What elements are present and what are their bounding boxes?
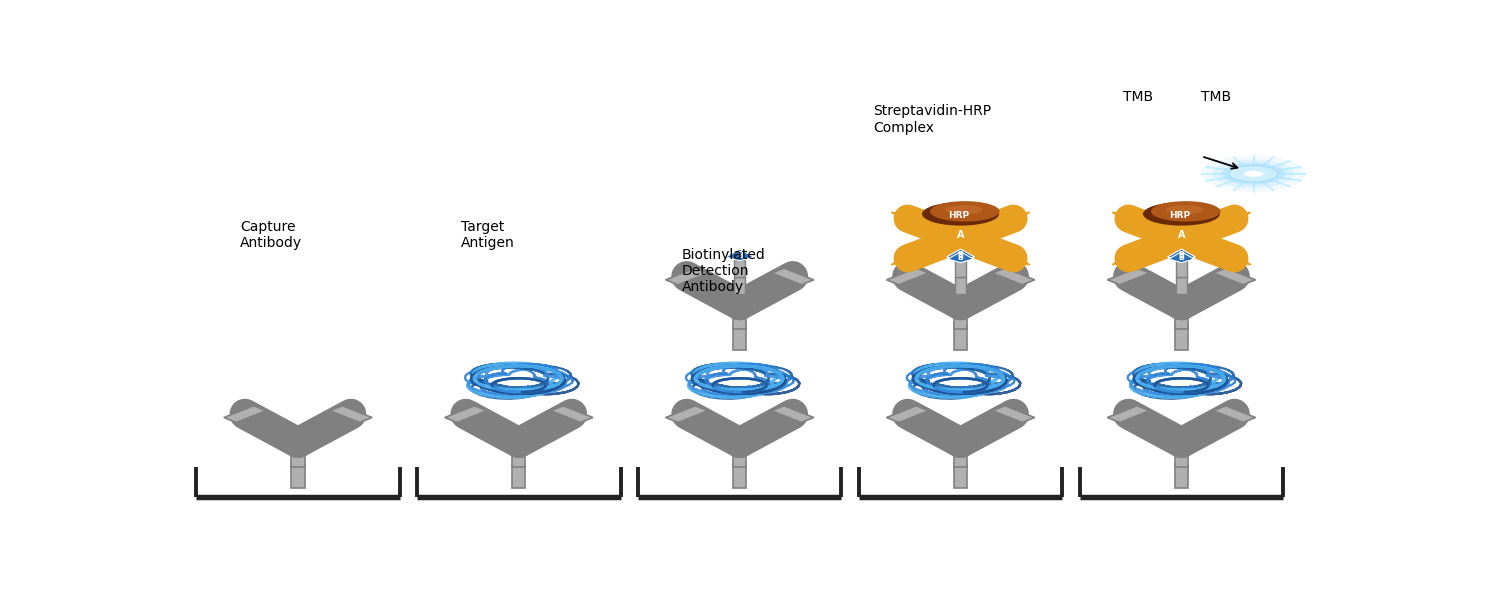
Ellipse shape	[1232, 166, 1276, 182]
Text: Target
Antigen: Target Antigen	[460, 220, 514, 250]
Bar	[224, 406, 266, 422]
Bar	[444, 406, 488, 422]
Polygon shape	[726, 249, 753, 261]
Bar	[734, 277, 746, 294]
Polygon shape	[946, 249, 975, 261]
Polygon shape	[1209, 212, 1251, 229]
Polygon shape	[1209, 248, 1251, 265]
Text: Biotinylated
Detection
Antibody: Biotinylated Detection Antibody	[681, 248, 765, 294]
Polygon shape	[948, 252, 974, 263]
Polygon shape	[1112, 212, 1154, 229]
Ellipse shape	[1143, 202, 1220, 226]
Bar	[1176, 277, 1186, 294]
Bar	[550, 406, 592, 422]
Text: TMB: TMB	[1124, 91, 1154, 104]
Bar	[993, 406, 1035, 422]
Bar	[993, 268, 1035, 285]
Bar	[734, 443, 747, 467]
Bar	[886, 268, 928, 285]
Text: B: B	[1179, 251, 1185, 260]
Bar	[1107, 268, 1149, 285]
Text: A: A	[1178, 230, 1185, 240]
Polygon shape	[891, 248, 933, 265]
Bar	[734, 326, 747, 350]
Bar	[954, 326, 968, 350]
Bar	[512, 464, 525, 488]
Ellipse shape	[1166, 205, 1203, 214]
Ellipse shape	[1150, 201, 1221, 221]
Polygon shape	[1112, 248, 1154, 265]
Bar	[954, 305, 968, 329]
Bar	[886, 406, 928, 422]
Ellipse shape	[945, 205, 982, 214]
Polygon shape	[988, 248, 1030, 265]
Ellipse shape	[1228, 166, 1278, 182]
Bar	[1214, 268, 1255, 285]
Polygon shape	[1167, 249, 1196, 261]
Bar	[734, 305, 747, 329]
Bar	[1214, 406, 1255, 422]
Text: Capture
Antibody: Capture Antibody	[240, 220, 302, 250]
Ellipse shape	[922, 202, 999, 226]
Bar	[291, 443, 304, 467]
Bar	[734, 260, 746, 277]
Bar	[734, 464, 747, 488]
Bar	[956, 277, 966, 294]
Polygon shape	[891, 212, 933, 229]
Text: HRP: HRP	[948, 211, 969, 220]
Text: B: B	[736, 251, 742, 260]
Bar	[1174, 443, 1188, 467]
Bar	[1174, 305, 1188, 329]
Ellipse shape	[1222, 163, 1286, 185]
Bar	[771, 406, 814, 422]
Bar	[956, 260, 966, 277]
Bar	[1176, 260, 1186, 277]
Bar	[954, 443, 968, 467]
Ellipse shape	[1244, 170, 1263, 177]
Ellipse shape	[1202, 155, 1306, 192]
Bar	[291, 464, 304, 488]
Bar	[954, 464, 968, 488]
Text: TMB: TMB	[1202, 91, 1231, 104]
Bar	[512, 443, 525, 467]
Text: Streptavidin-HRP
Complex: Streptavidin-HRP Complex	[873, 104, 992, 134]
Text: B: B	[1179, 253, 1185, 262]
Text: B: B	[957, 251, 963, 260]
Polygon shape	[988, 212, 1030, 229]
Bar	[666, 268, 708, 285]
Bar	[1174, 326, 1188, 350]
Text: A: A	[957, 230, 964, 240]
Bar	[771, 268, 814, 285]
Text: HRP: HRP	[1168, 211, 1190, 220]
Bar	[666, 406, 708, 422]
Text: B: B	[957, 253, 963, 262]
Polygon shape	[1168, 252, 1194, 263]
Bar	[1174, 464, 1188, 488]
Ellipse shape	[930, 201, 999, 221]
Ellipse shape	[1214, 160, 1294, 188]
Bar	[330, 406, 372, 422]
Bar	[1107, 406, 1149, 422]
